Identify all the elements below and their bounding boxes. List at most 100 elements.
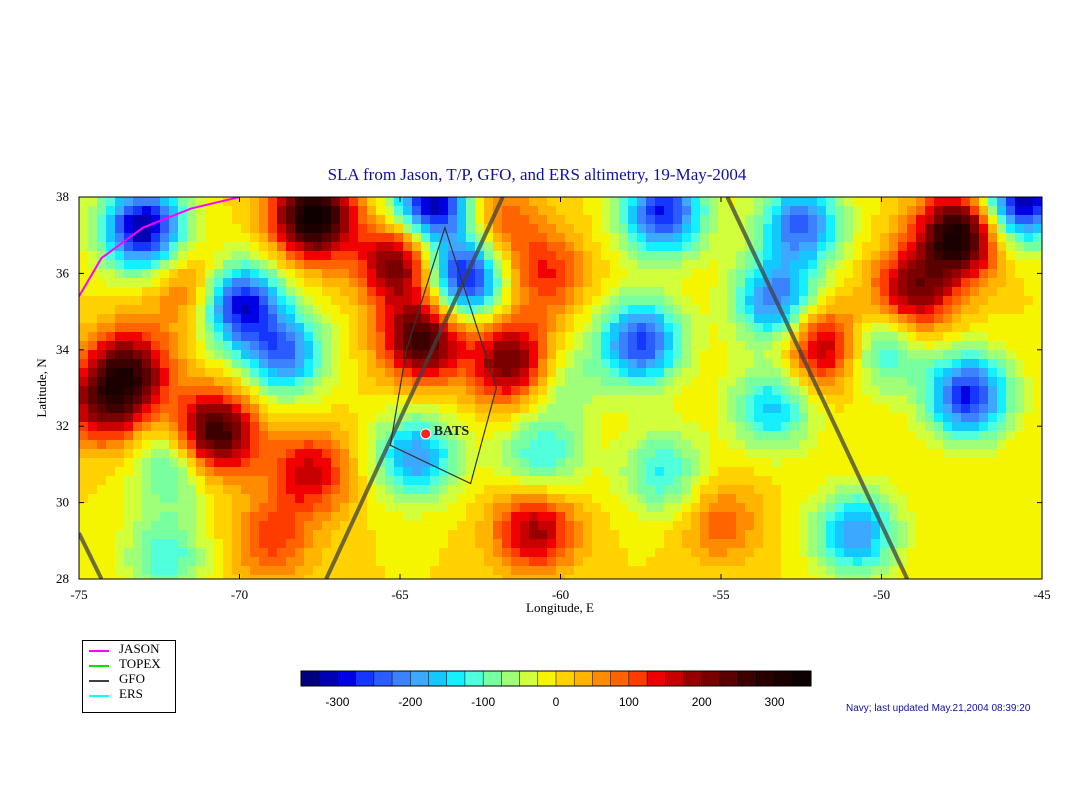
heatmap-cell: [808, 494, 818, 504]
heatmap-cell: [628, 467, 638, 477]
heatmap-cell: [1015, 377, 1025, 387]
heatmap-cell: [430, 449, 440, 459]
heatmap-cell: [79, 332, 89, 342]
heatmap-cell: [628, 503, 638, 513]
heatmap-cell: [655, 368, 665, 378]
heatmap-cell: [862, 287, 872, 297]
heatmap-cell: [844, 197, 854, 207]
heatmap-cell: [421, 377, 431, 387]
heatmap-cell: [358, 305, 368, 315]
heatmap-cell: [943, 341, 953, 351]
heatmap-cell: [502, 566, 512, 576]
heatmap-cell: [988, 557, 998, 567]
heatmap-cell: [385, 557, 395, 567]
heatmap-cell: [835, 467, 845, 477]
heatmap-cell: [988, 359, 998, 369]
heatmap-cell: [430, 413, 440, 423]
heatmap-cell: [241, 323, 251, 333]
track-gfo: [324, 197, 505, 579]
heatmap-cell: [511, 377, 521, 387]
heatmap-cell: [871, 368, 881, 378]
heatmap-cell: [772, 467, 782, 477]
heatmap-cell: [106, 494, 116, 504]
heatmap-cell: [520, 521, 530, 531]
heatmap-cell: [88, 332, 98, 342]
heatmap-cell: [1006, 539, 1016, 549]
heatmap-cell: [295, 233, 305, 243]
heatmap-cell: [250, 350, 260, 360]
heatmap-cell: [808, 404, 818, 414]
heatmap-cell: [97, 278, 107, 288]
heatmap-cell: [502, 503, 512, 513]
heatmap-cell: [718, 575, 728, 579]
heatmap-cell: [511, 449, 521, 459]
heatmap-cell: [421, 215, 431, 225]
heatmap-cell: [952, 242, 962, 252]
heatmap-cell: [826, 224, 836, 234]
heatmap-cell: [880, 269, 890, 279]
heatmap-cell: [556, 323, 566, 333]
heatmap-cell: [286, 305, 296, 315]
heatmap-cell: [619, 404, 629, 414]
heatmap-cell: [691, 224, 701, 234]
heatmap-cell: [511, 413, 521, 423]
heatmap-cell: [475, 206, 485, 216]
heatmap-cell: [79, 359, 89, 369]
heatmap-cell: [826, 494, 836, 504]
heatmap-cell: [511, 305, 521, 315]
heatmap-cell: [385, 206, 395, 216]
heatmap-cell: [610, 449, 620, 459]
heatmap-cell: [457, 512, 467, 522]
heatmap-cell: [376, 395, 386, 405]
heatmap-cell: [970, 494, 980, 504]
heatmap-cell: [592, 485, 602, 495]
heatmap-cell: [88, 476, 98, 486]
heatmap-cell: [313, 485, 323, 495]
heatmap-cell: [664, 404, 674, 414]
heatmap-cell: [835, 404, 845, 414]
heatmap-cell: [511, 251, 521, 261]
heatmap-cell: [835, 314, 845, 324]
heatmap-cell: [925, 548, 935, 558]
heatmap-cell: [304, 467, 314, 477]
heatmap-cell: [754, 395, 764, 405]
heatmap-cell: [970, 377, 980, 387]
heatmap-cell: [475, 494, 485, 504]
heatmap-cell: [799, 539, 809, 549]
heatmap-cell: [322, 566, 332, 576]
heatmap-cell: [259, 449, 269, 459]
heatmap-cell: [277, 503, 287, 513]
heatmap-cell: [322, 449, 332, 459]
heatmap-cell: [952, 233, 962, 243]
heatmap-cell: [700, 449, 710, 459]
heatmap-cell: [349, 449, 359, 459]
heatmap-cell: [781, 269, 791, 279]
heatmap-cell: [421, 242, 431, 252]
heatmap-cell: [835, 521, 845, 531]
heatmap-cell: [529, 377, 539, 387]
heatmap-cell: [349, 503, 359, 513]
heatmap-cell: [988, 503, 998, 513]
heatmap-cell: [142, 494, 152, 504]
heatmap-cell: [214, 557, 224, 567]
heatmap-cell: [988, 287, 998, 297]
heatmap-cell: [466, 350, 476, 360]
heatmap-cell: [106, 485, 116, 495]
heatmap-cell: [853, 296, 863, 306]
heatmap-cell: [439, 548, 449, 558]
heatmap-cell: [727, 242, 737, 252]
heatmap-cell: [817, 386, 827, 396]
heatmap-cell: [529, 269, 539, 279]
heatmap-cell: [700, 305, 710, 315]
heatmap-cell: [106, 251, 116, 261]
heatmap-cell: [106, 530, 116, 540]
heatmap-cell: [151, 530, 161, 540]
x-tick-label: -75: [70, 587, 87, 602]
heatmap-cell: [682, 449, 692, 459]
heatmap-cell: [205, 485, 215, 495]
heatmap-cell: [268, 566, 278, 576]
heatmap-cell: [196, 431, 206, 441]
heatmap-cell: [862, 521, 872, 531]
heatmap-cell: [709, 395, 719, 405]
heatmap-cell: [421, 341, 431, 351]
